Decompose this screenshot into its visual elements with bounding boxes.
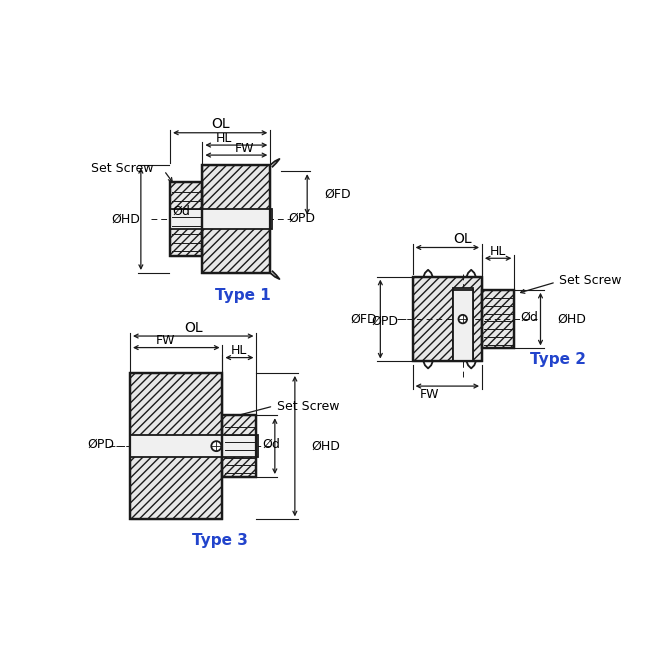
Text: ØPD: ØPD	[372, 315, 399, 328]
Text: ØHD: ØHD	[312, 440, 340, 453]
Text: Ød: Ød	[263, 438, 281, 451]
Text: FW: FW	[234, 141, 254, 155]
Text: HL: HL	[216, 131, 232, 145]
Bar	[130, 436, 258, 457]
Text: OL: OL	[184, 320, 202, 334]
Bar	[202, 165, 270, 273]
Text: Type 1: Type 1	[215, 289, 271, 304]
Bar	[222, 415, 257, 477]
Bar	[130, 373, 222, 519]
Text: OL: OL	[211, 117, 230, 131]
Bar	[170, 182, 202, 256]
Text: HL: HL	[231, 344, 248, 357]
Text: Ød: Ød	[521, 311, 539, 324]
Text: OL: OL	[454, 232, 472, 246]
Bar	[170, 182, 202, 256]
Bar	[482, 290, 515, 348]
Text: FW: FW	[155, 334, 175, 347]
Text: ØHD: ØHD	[557, 313, 586, 326]
Bar	[170, 182, 202, 256]
Text: FW: FW	[420, 388, 440, 401]
Bar	[413, 277, 482, 361]
Text: Type 2: Type 2	[530, 352, 586, 367]
Bar	[170, 209, 272, 229]
Text: HL: HL	[490, 245, 507, 258]
Text: Set Screw: Set Screw	[559, 274, 622, 287]
Bar	[202, 165, 270, 273]
Text: ØPD: ØPD	[289, 212, 316, 224]
Text: Set Screw: Set Screw	[90, 162, 153, 176]
Bar	[222, 415, 257, 477]
Bar	[413, 277, 482, 361]
Bar	[453, 290, 473, 361]
Bar	[482, 290, 515, 348]
Text: Set Screw: Set Screw	[277, 399, 340, 413]
Bar	[130, 373, 222, 519]
Bar	[222, 415, 257, 477]
Text: ØPD: ØPD	[88, 438, 115, 451]
Circle shape	[458, 315, 467, 324]
Circle shape	[211, 441, 221, 451]
Bar	[413, 277, 482, 361]
Text: Ød: Ød	[172, 205, 190, 218]
Text: ØHD: ØHD	[111, 212, 140, 226]
Text: ØFD: ØFD	[350, 313, 377, 326]
Bar	[202, 165, 270, 273]
Bar	[130, 373, 222, 519]
Bar	[453, 288, 473, 361]
Bar	[482, 290, 515, 348]
Text: Type 3: Type 3	[192, 533, 248, 548]
Text: ØFD: ØFD	[324, 188, 351, 201]
